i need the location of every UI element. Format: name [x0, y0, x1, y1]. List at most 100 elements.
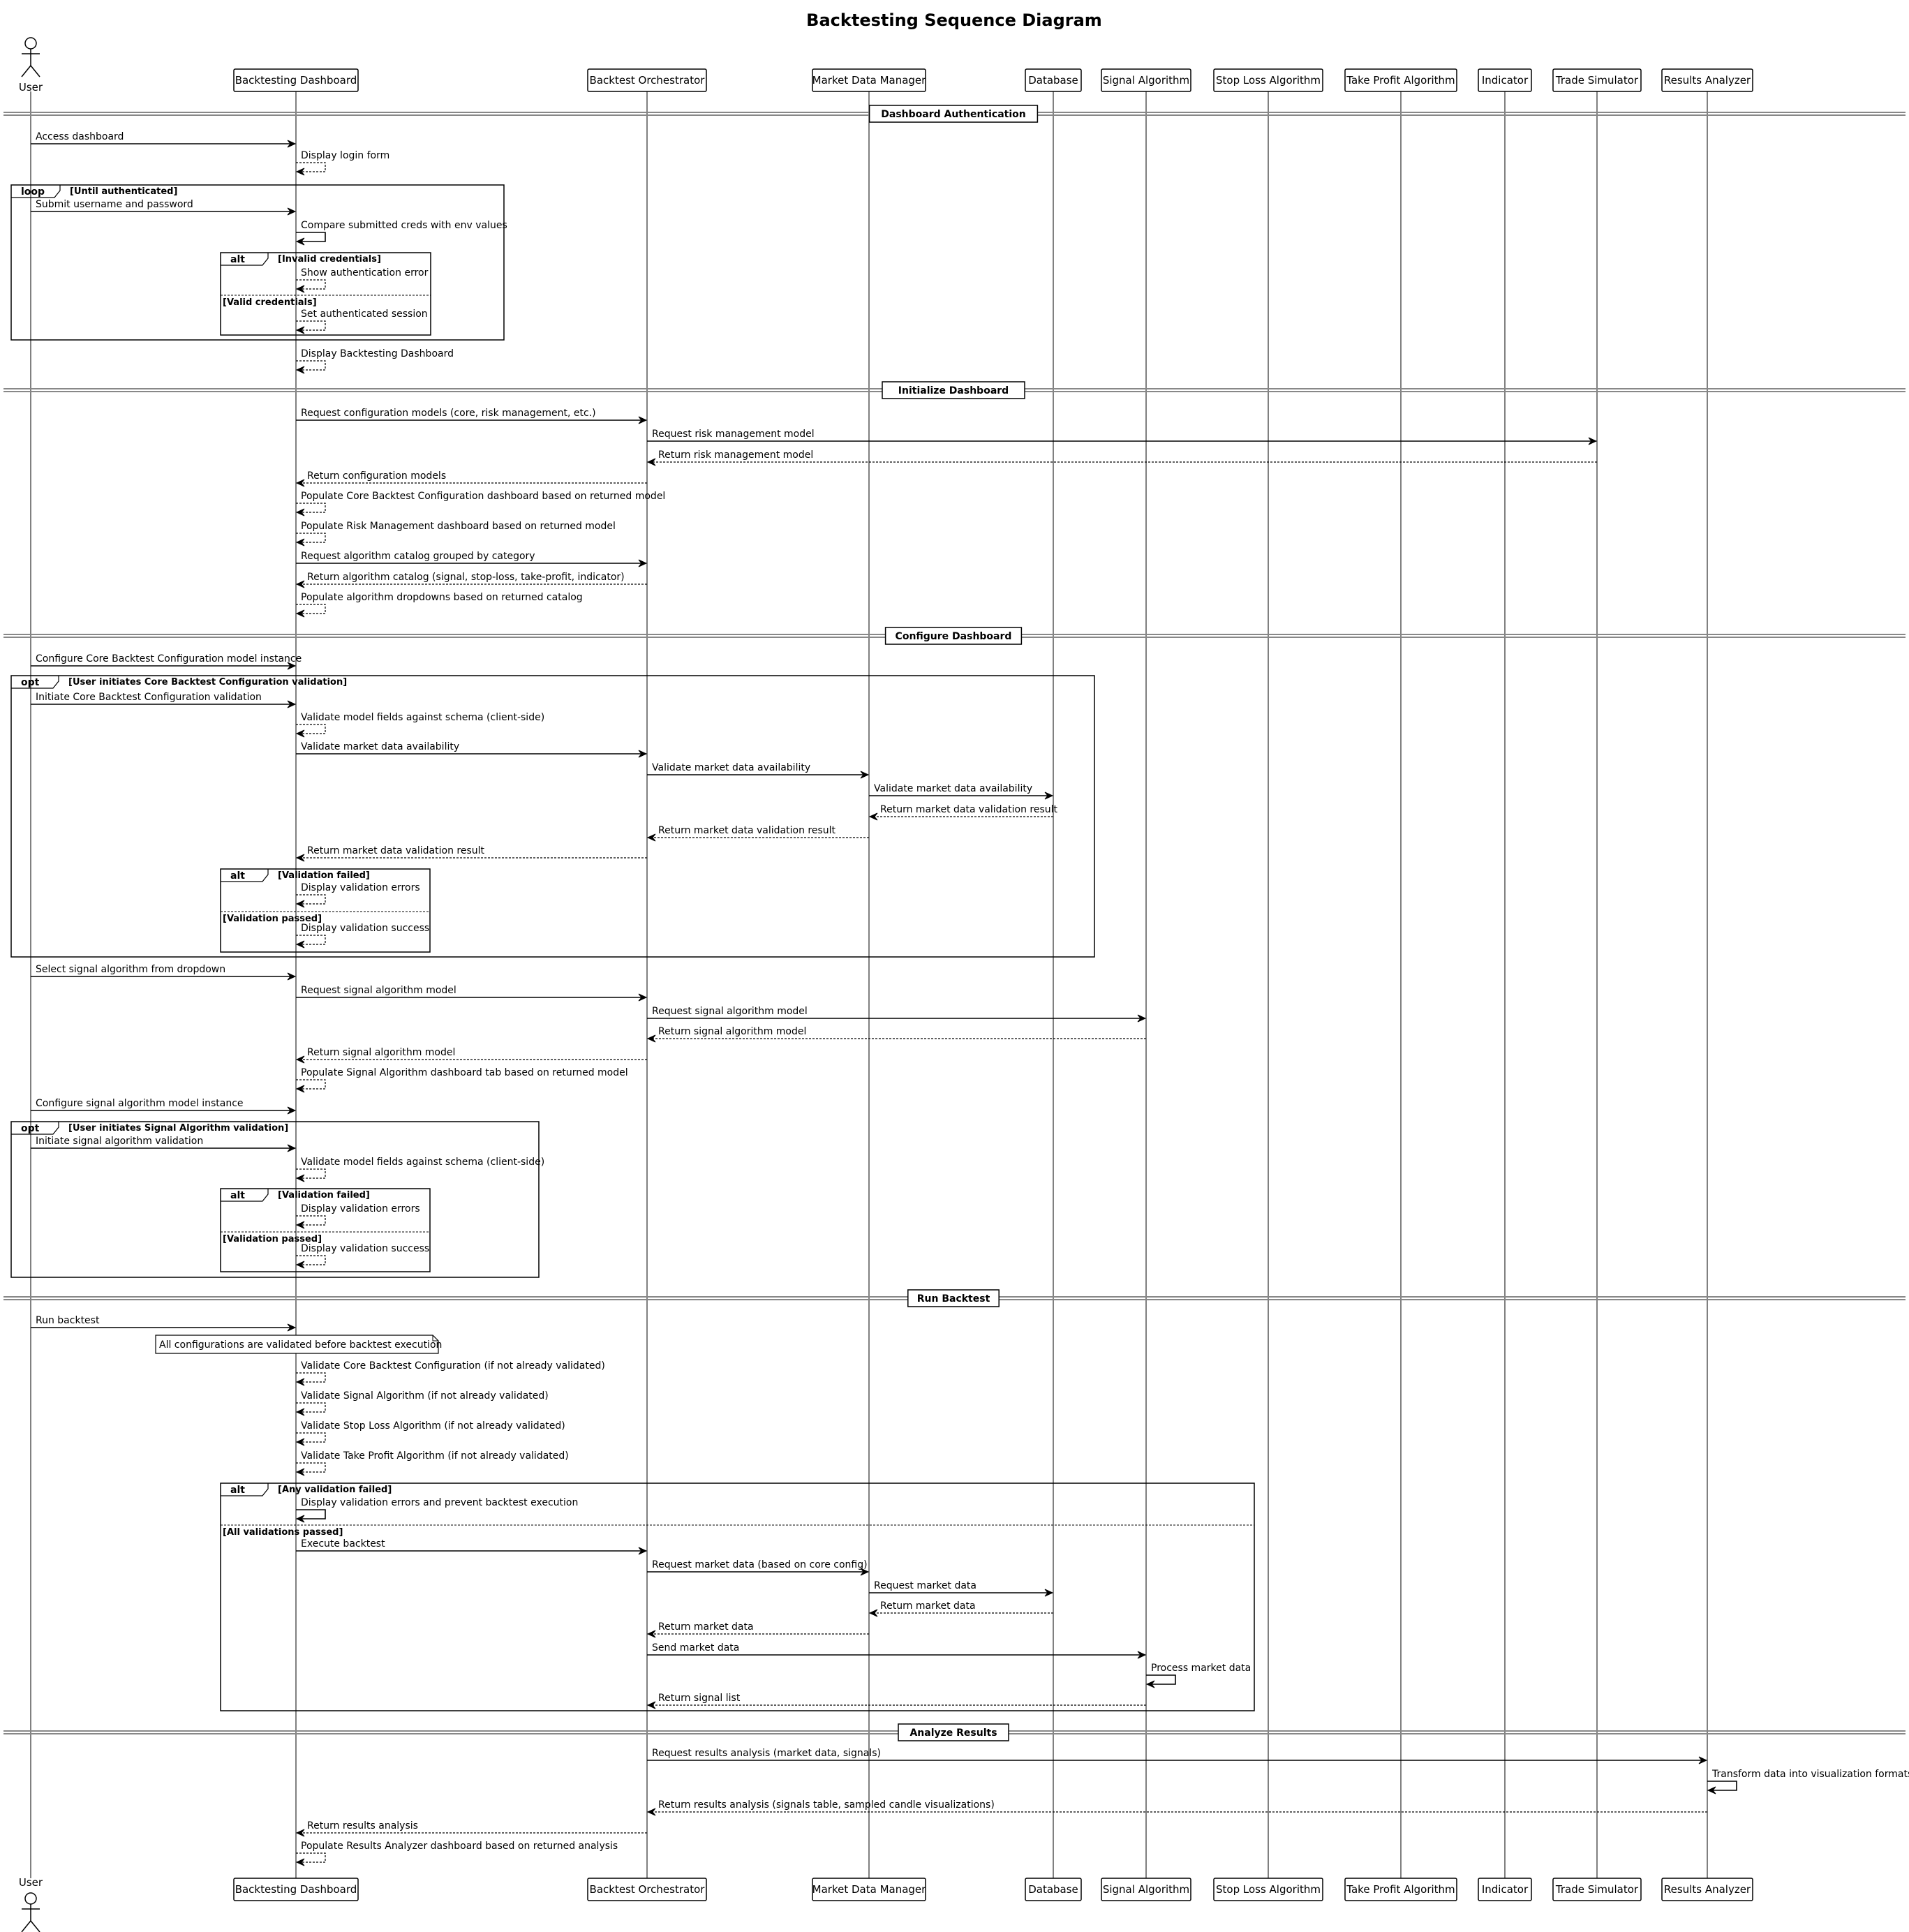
- message-label: Return algorithm catalog (signal, stop-l…: [307, 572, 625, 583]
- alt-fragment: alt [Validation failed] [Validation passed…: [220, 1188, 431, 1272]
- actor-icon: [24, 37, 37, 50]
- fragment-else-guard: [Valid credentials]: [223, 297, 317, 308]
- fragment-guard: [Validation failed]: [278, 870, 370, 881]
- participant-orch: Backtest Orchestrator: [587, 1878, 707, 1901]
- actor-user: User: [19, 37, 43, 94]
- message-label: Compare submitted creds with env values: [301, 220, 507, 231]
- participant-db: Database: [1025, 1878, 1082, 1901]
- message-label: Populate Signal Algorithm dashboard tab …: [301, 1067, 628, 1078]
- participant-mdm: Market Data Manager: [812, 68, 926, 92]
- participant-sig: Signal Algorithm: [1101, 1878, 1191, 1901]
- message-user-to-dash: Initiate signal algorithm validation: [31, 1136, 297, 1152]
- message-label: Return market data validation result: [880, 804, 1058, 815]
- message-label: Display Backtesting Dashboard: [301, 348, 454, 359]
- section-divider-label: Dashboard Authentication: [881, 109, 1026, 120]
- message-dash-to-dash: Validate Take Profit Algorithm (if not a…: [295, 1450, 569, 1476]
- section-dividers: Dashboard Authentication Initialize Dashb…: [3, 105, 1906, 1741]
- fragment-else-guard: [Validation passed]: [223, 1234, 322, 1244]
- participant-label: Database: [1028, 74, 1078, 87]
- message-label: Validate Stop Loss Algorithm (if not alr…: [301, 1420, 565, 1432]
- message-dash-to-dash: Display login form: [295, 150, 389, 176]
- message-label: Return signal algorithm model: [307, 1047, 455, 1058]
- message-label: Return market data validation result: [658, 825, 836, 836]
- message-user-to-dash: Configure Core Backtest Configuration mo…: [31, 653, 302, 670]
- message-label: Populate Results Analyzer dashboard base…: [301, 1841, 618, 1852]
- message-dash-to-dash: Validate Core Backtest Configuration (if…: [295, 1360, 605, 1386]
- message-user-to-dash: Access dashboard: [31, 131, 297, 148]
- message-label: Display login form: [301, 150, 389, 161]
- message-label: Return results analysis (signals table, …: [658, 1799, 995, 1811]
- participant-tp: Take Profit Algorithm: [1344, 68, 1457, 92]
- message-label: Configure Core Backtest Configuration mo…: [36, 653, 302, 664]
- message-label: Return market data: [880, 1600, 976, 1612]
- lifelines: [30, 91, 1708, 1878]
- message-label: Display validation errors: [301, 882, 420, 893]
- section-divider-label: Initialize Dashboard: [898, 385, 1009, 396]
- message-orch-to-dash: Return market data validation result: [295, 845, 647, 862]
- section-divider-label: Run Backtest: [917, 1293, 990, 1305]
- opt-fragment: opt [User initiates Signal Algorithm vali…: [10, 1121, 540, 1278]
- participant-dash: Backtesting Dashboard: [233, 68, 359, 92]
- message-label: Return market data validation result: [307, 845, 485, 856]
- message-mdm-to-db: Request market data: [869, 1580, 1054, 1597]
- participant-ts: Trade Simulator: [1552, 68, 1642, 92]
- message-dash-to-dash: Display validation errors and prevent ba…: [295, 1497, 578, 1523]
- participant-label: Results Analyzer: [1664, 1883, 1751, 1896]
- fragment-else-guard: [All validations passed]: [223, 1527, 343, 1538]
- message-label: Request algorithm catalog grouped by cat…: [301, 551, 535, 562]
- participant-label: Market Data Manager: [812, 1883, 926, 1896]
- participant-label: Indicator: [1482, 1883, 1529, 1896]
- message-user-to-dash: Run backtest: [31, 1315, 297, 1332]
- message-label: Set authenticated session: [301, 309, 428, 320]
- message-label: Validate Core Backtest Configuration (if…: [301, 1360, 605, 1372]
- participant-label: Stop Loss Algorithm: [1216, 1883, 1321, 1896]
- message-dash-to-orch: Execute backtest: [296, 1538, 648, 1555]
- message-label: Configure signal algorithm model instanc…: [36, 1098, 244, 1109]
- participant-ra: Results Analyzer: [1661, 68, 1753, 92]
- participant-label: Market Data Manager: [812, 74, 926, 87]
- participant-tp: Take Profit Algorithm: [1344, 1878, 1457, 1901]
- section-divider-label: Analyze Results: [909, 1727, 997, 1739]
- participant-mdm: Market Data Manager: [812, 1878, 926, 1901]
- participant-label: Backtest Orchestrator: [590, 1883, 706, 1896]
- message-orch-to-sig: Send market data: [647, 1642, 1147, 1659]
- section-divider: Analyze Results: [3, 1723, 1906, 1741]
- message-label: Populate algorithm dropdowns based on re…: [301, 592, 583, 603]
- fragment-keyword: alt: [230, 1190, 245, 1201]
- fragment-guard: [Until authenticated]: [70, 186, 177, 197]
- message-label: Display validation success: [301, 923, 429, 934]
- message-label: Request configuration models (core, risk…: [301, 408, 596, 419]
- participant-label: Indicator: [1482, 74, 1529, 87]
- fragment-keyword: alt: [230, 870, 245, 882]
- actor-label: User: [19, 1876, 43, 1889]
- message-orch-to-ra: Request results analysis (market data, s…: [647, 1748, 1708, 1764]
- section-divider: Configure Dashboard: [3, 627, 1906, 645]
- message-label: Initiate Core Backtest Configuration val…: [36, 692, 262, 703]
- message-dash-to-orch: Request signal algorithm model: [296, 985, 648, 1002]
- message-dash-to-dash: Display validation success: [295, 923, 429, 949]
- participant-db: Database: [1025, 68, 1082, 92]
- message-label: Validate market data availability: [874, 783, 1032, 794]
- message-ts-to-orch: Return risk management model: [646, 449, 1597, 466]
- participant-sl: Stop Loss Algorithm: [1213, 1878, 1323, 1901]
- section-divider: Run Backtest: [3, 1289, 1906, 1307]
- message-dash-to-dash: Populate Risk Management dashboard based…: [295, 521, 616, 547]
- participant-sig: Signal Algorithm: [1101, 68, 1191, 92]
- message-label: Send market data: [652, 1642, 739, 1654]
- diagram-title: Backtesting Sequence Diagram: [806, 10, 1102, 30]
- participant-label: Database: [1028, 1883, 1078, 1896]
- alt-fragment: alt [Any validation failed] [All validatio…: [220, 1483, 1255, 1711]
- opt-fragment: opt [User initiates Core Backtest Configu…: [10, 675, 1095, 958]
- message-dash-to-orch: Validate market data availability: [296, 741, 648, 758]
- message-label: Initiate signal algorithm validation: [36, 1136, 203, 1147]
- message-dash-to-dash: Populate Signal Algorithm dashboard tab …: [295, 1067, 628, 1093]
- message-label: Process market data: [1151, 1663, 1251, 1674]
- message-label: Validate market data availability: [652, 762, 810, 773]
- section-divider-label: Configure Dashboard: [896, 631, 1012, 642]
- message-dash-to-orch: Request algorithm catalog grouped by cat…: [296, 551, 648, 567]
- message-label: Return signal list: [658, 1693, 741, 1704]
- message-label: Request risk management model: [652, 429, 815, 440]
- participant-orch: Backtest Orchestrator: [587, 68, 707, 92]
- fragment-keyword: alt: [230, 1485, 245, 1496]
- fragment-keyword: opt: [21, 677, 40, 688]
